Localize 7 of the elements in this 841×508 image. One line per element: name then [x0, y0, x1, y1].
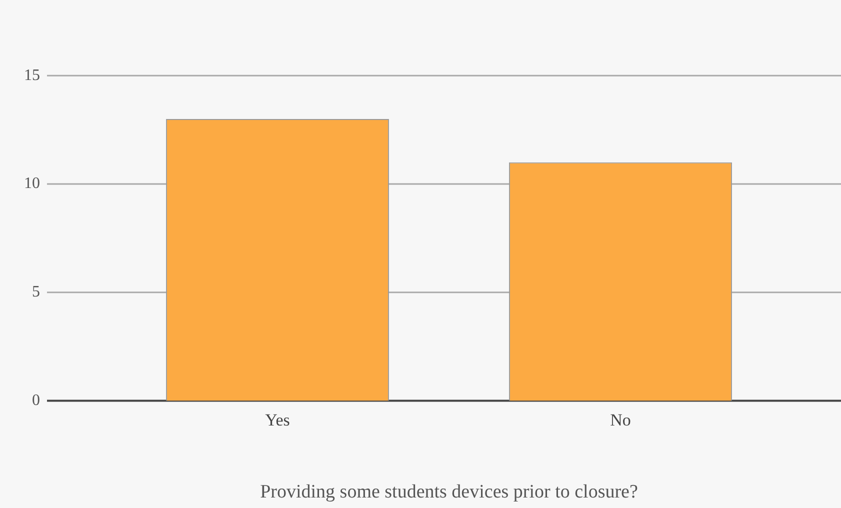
y-tick-label: 10	[24, 175, 40, 192]
y-tick-label: 0	[32, 392, 40, 410]
x-tick-label: No	[610, 410, 631, 430]
y-tick-label: 15	[24, 66, 40, 84]
x-tick-label: Yes	[265, 410, 290, 430]
y-tick-label: 5	[32, 284, 40, 301]
x-axis-title: Providing some students devices prior to closure?	[260, 482, 638, 503]
